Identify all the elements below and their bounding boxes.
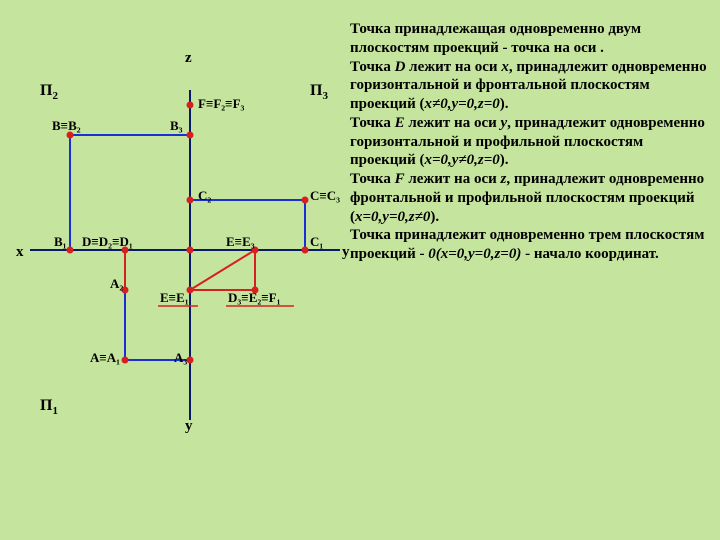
- paragraph-4: Точка принадлежит одновременно трем плос…: [350, 226, 710, 264]
- point-label: E≡E₃: [226, 234, 255, 249]
- plane-label: П3: [310, 82, 328, 102]
- point-O: [187, 247, 194, 254]
- paragraph-1: Точка D лежит на оси x, принадлежит одно…: [350, 58, 710, 114]
- point-label: B₁: [54, 234, 67, 249]
- text-column: Точка принадлежащая одновременно двум пл…: [350, 20, 710, 264]
- point-C2: [187, 197, 194, 204]
- point-label: E≡E₁: [160, 290, 189, 305]
- slide: z y x y П2 П3 П1 B≡B₂ B₃ F≡F₂≡F₃ C₂ C≡C₃ B₁ D≡D₂≡D₁ E≡…: [0, 0, 720, 540]
- axis-label: y: [185, 418, 193, 434]
- point-B3: [187, 132, 194, 139]
- paragraph-2: Точка E лежит на оси y, принадлежит одно…: [350, 114, 710, 170]
- point-A1: [122, 357, 129, 364]
- axis-label: z: [185, 50, 192, 66]
- point-label: B≡B₂: [52, 118, 81, 133]
- point-label: A≡A₁: [90, 350, 120, 365]
- segment: [190, 250, 255, 290]
- point-label: C₂: [198, 188, 211, 203]
- point-A3: [187, 357, 194, 364]
- paragraph-3: Точка F лежит на оси z, принадлежит одно…: [350, 170, 710, 226]
- point-label: D≡D₂≡D₁: [82, 234, 133, 249]
- paragraph-0: Точка принадлежащая одновременно двум пл…: [350, 20, 710, 58]
- point-label: A₃: [174, 350, 187, 365]
- point-label: D₃≡E₂≡F₁: [228, 290, 281, 305]
- point-label: F≡F₂≡F₃: [198, 96, 245, 111]
- axis-label: y: [342, 244, 350, 260]
- axis-label: x: [16, 244, 24, 260]
- plane-label: П2: [40, 82, 58, 102]
- point-C1: [302, 247, 309, 254]
- point-F: [187, 102, 194, 109]
- point-C3: [302, 197, 309, 204]
- plane-label: П1: [40, 397, 58, 417]
- point-label: B₃: [170, 118, 183, 133]
- projection-diagram: z y x y П2 П3 П1 B≡B₂ B₃ F≡F₂≡F₃ C₂ C≡C₃ B₁ D≡D₂≡D₁ E≡…: [10, 50, 350, 490]
- point-label: C₁: [310, 234, 323, 249]
- point-label: C≡C₃: [310, 188, 340, 203]
- point-label: A₂: [110, 276, 123, 291]
- point-B1: [67, 247, 74, 254]
